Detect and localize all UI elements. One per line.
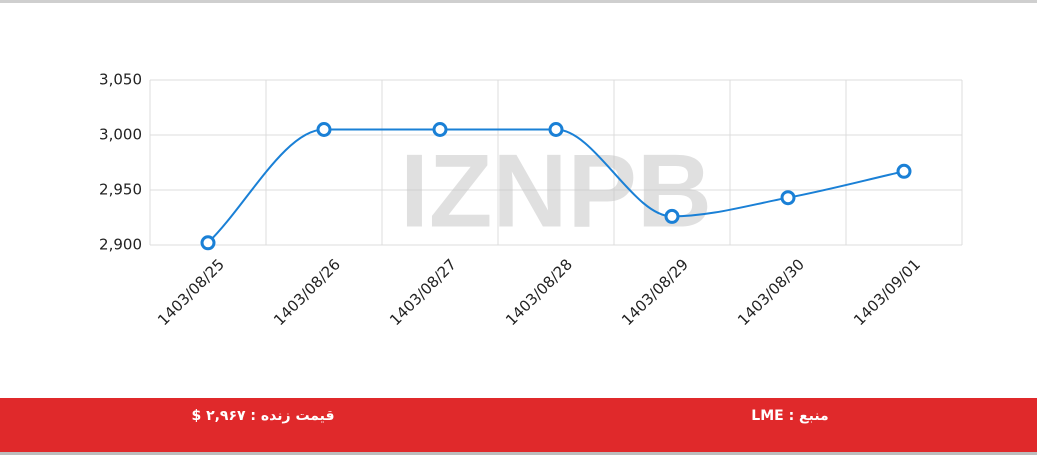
watermark: IZNPB [400,133,712,249]
point [664,208,680,224]
x-tick-label: 1403/08/25 [154,255,228,329]
x-tick-label: 1403/08/28 [502,255,576,329]
point [780,190,796,206]
y-tick-label: 3,000 [99,126,142,144]
x-tick-label: 1403/08/26 [270,255,344,329]
y-tick-label: 3,050 [99,71,142,89]
footer-bar [0,398,1037,452]
point [548,122,564,137]
x-tick-label: 1403/09/01 [850,255,924,329]
x-tick-label: 1403/08/27 [386,255,460,329]
y-tick-label: 2,900 [99,236,142,254]
point [200,235,216,251]
live-price: قیمت زنده : ۲,۹۶۷ $ [191,408,334,424]
grid [149,79,963,246]
point [896,163,912,179]
x-tick-label: 1403/08/29 [618,255,692,329]
x-tick-label: 1403/08/30 [734,255,808,329]
plot [200,122,912,251]
y-tick-label: 2,950 [99,181,142,199]
point [316,122,332,137]
source: منبع : LME [751,408,828,424]
point [432,122,448,137]
